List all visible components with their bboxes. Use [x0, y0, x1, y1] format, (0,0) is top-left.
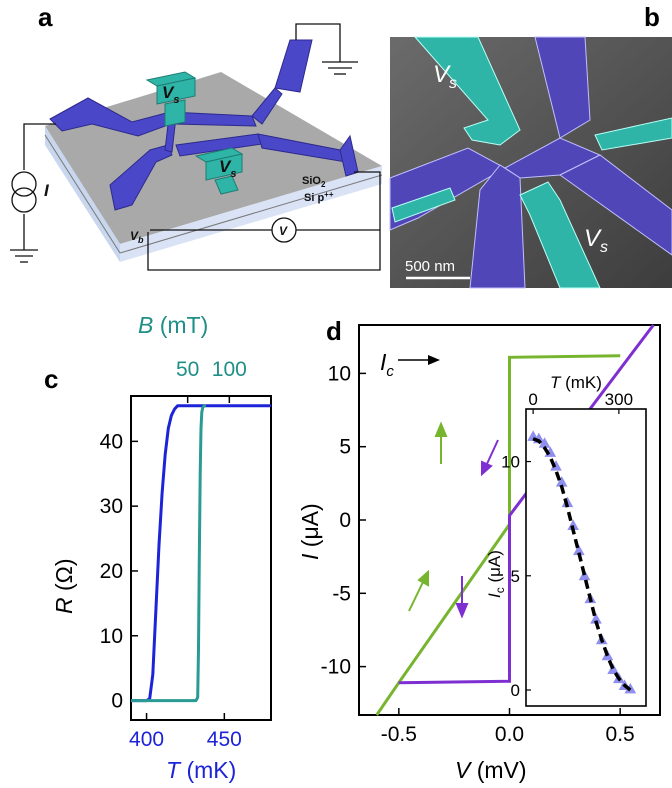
sem-probes	[391, 36, 672, 289]
current-source-label: I	[44, 181, 50, 200]
y-tick-label-d: 5	[339, 436, 351, 459]
inset-axes: 0 5 10 0 300	[501, 390, 633, 700]
panel-label-d: d	[326, 316, 342, 346]
inset-y-title: Ic (μA)	[485, 550, 507, 598]
x-tick-label-c: 400	[129, 728, 164, 751]
voltmeter-label: V	[279, 224, 288, 238]
panel-a: a Vs	[10, 2, 383, 271]
sweep-arrows-d	[408, 421, 499, 619]
y-tick-label-c: 40	[100, 430, 123, 453]
svg-text:Vs: Vs	[433, 61, 457, 92]
inset-x-tick-label: 300	[605, 390, 633, 409]
svg-text:Ic (μA): Ic (μA)	[485, 550, 507, 598]
y-tick-label-d: -10	[321, 656, 351, 679]
svg-text:I (μA): I (μA)	[297, 503, 323, 560]
inset-data-point	[578, 569, 591, 581]
y-tick-label-d: -5	[332, 582, 351, 605]
x-tick-label-c: 450	[207, 728, 242, 751]
y-tick-label-c: 0	[111, 690, 123, 713]
x-axis-title-d: V (mV)	[455, 757, 527, 783]
svg-text:R (Ω): R (Ω)	[51, 558, 77, 614]
panel-label-a: a	[38, 2, 53, 32]
svg-text:T (mK): T (mK)	[166, 757, 236, 783]
panel-label-c: c	[44, 364, 58, 394]
circuit-wiring	[10, 23, 381, 271]
bottom-axis-title-c: T (mK)	[166, 757, 236, 783]
y-axis-title-d: I (μA)	[297, 503, 323, 560]
svg-text:Vs: Vs	[584, 225, 608, 256]
electrode	[49, 39, 359, 211]
panel-b: b Vs Vs 500 nm	[389, 2, 672, 289]
inset-frame	[525, 408, 647, 707]
axes-c: 0 10 20 30 40 400 450 50 100	[100, 358, 247, 751]
layer-label-sio2: SiO2	[302, 175, 326, 189]
y-axis-title-c: R (Ω)	[51, 558, 77, 614]
svg-text:Vs: Vs	[162, 83, 179, 106]
sem-vs-label-bottom: Vs	[584, 225, 608, 256]
vb-label: Vb	[130, 229, 144, 245]
inset-x-title: T (mK)	[550, 373, 602, 392]
x-tick-label-d: 0.0	[495, 723, 524, 746]
top-axis-title-c: B (mT)	[138, 312, 208, 338]
svg-text:SiO2: SiO2	[302, 175, 326, 189]
resistance-vs-temperature-curve	[131, 404, 271, 703]
axes-d: -10 -5 0 5 10 -0.5 0.0 0.5	[321, 362, 635, 746]
svg-text:Vs: Vs	[219, 157, 236, 180]
voltage-probes	[145, 71, 244, 195]
panel-d: d -10 -5 0 5 10 -0.5 0.0 0.5 Ic V (mV)	[297, 316, 661, 783]
inset-y-tick-label: 10	[501, 453, 520, 472]
layer-label-si: Si p++	[304, 190, 334, 204]
resistance-vs-field-curve	[131, 404, 206, 703]
inset-y-tick-label: 0	[511, 681, 520, 700]
inset-data-point	[607, 663, 619, 674]
x-tick-label-d: -0.5	[381, 723, 417, 746]
svg-text:Vb: Vb	[130, 229, 144, 245]
y-tick-label-d: 10	[328, 362, 351, 385]
y-tick-label-c: 20	[100, 560, 123, 583]
svg-text:Si p++: Si p++	[304, 190, 334, 204]
scale-bar-label: 500 nm	[405, 258, 455, 275]
x-tick-label-d: 0.5	[606, 723, 635, 746]
svg-text:B (mT): B (mT)	[138, 312, 208, 338]
plot-frame-c	[130, 395, 272, 721]
svg-text:Ic: Ic	[380, 349, 394, 380]
y-tick-label-d: 0	[339, 509, 351, 532]
panel-c: c 0 10 20 30 40 400 450 50 100 B (mT) T (mK) R (…	[44, 312, 272, 783]
inset-x-tick-label: 0	[528, 390, 537, 409]
vs-label-top: Vs	[162, 83, 179, 106]
sem-vs-label-top: Vs	[433, 61, 457, 92]
vs-label-bottom: Vs	[219, 157, 236, 180]
panel-label-b: b	[644, 2, 660, 32]
x2-tick-label-c: 100	[212, 358, 247, 381]
inset-y-tick-label: 5	[511, 567, 520, 586]
svg-text:T (mK): T (mK)	[550, 373, 602, 392]
y-tick-label-c: 30	[100, 495, 123, 518]
ic-annotation-d: Ic	[380, 349, 440, 380]
y-tick-label-c: 10	[100, 625, 123, 648]
inset-curves	[527, 430, 637, 694]
x2-tick-label-c: 50	[176, 358, 199, 381]
svg-text:V (mV): V (mV)	[455, 757, 527, 783]
curves-c	[131, 404, 271, 703]
